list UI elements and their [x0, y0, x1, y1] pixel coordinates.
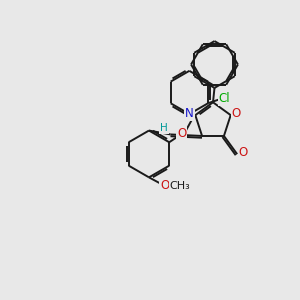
Text: O: O: [177, 127, 187, 140]
Text: N: N: [185, 107, 194, 120]
Text: CH₃: CH₃: [170, 181, 190, 191]
Text: Cl: Cl: [219, 92, 230, 105]
Text: O: O: [238, 146, 248, 159]
Text: O: O: [232, 107, 241, 120]
Text: O: O: [160, 179, 169, 192]
Text: H: H: [160, 123, 168, 133]
